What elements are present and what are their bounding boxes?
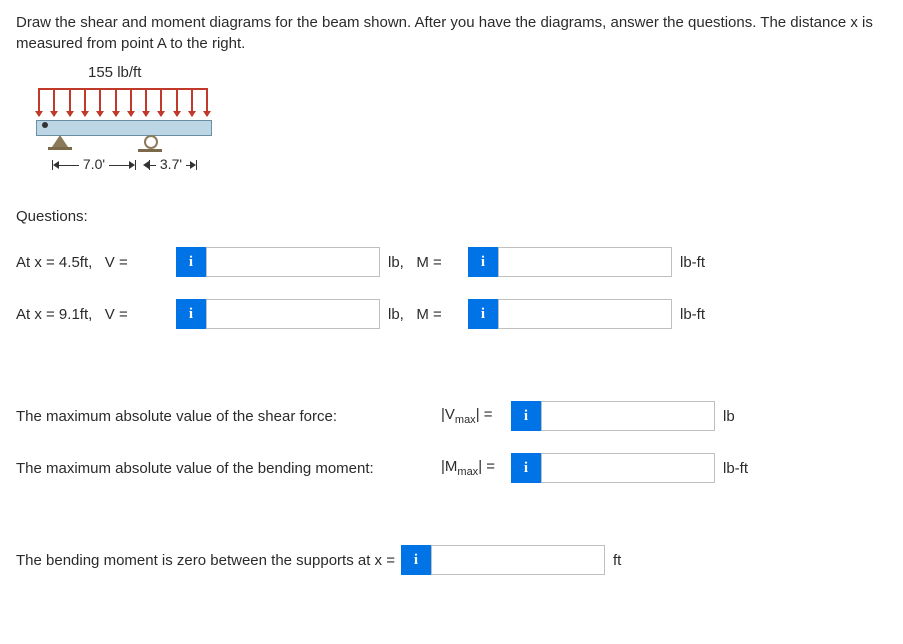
vmax-label: The maximum absolute value of the shear … <box>16 408 441 425</box>
info-icon[interactable]: i <box>401 545 431 575</box>
row2-m-input-group: i <box>468 299 672 329</box>
vmax-symbol: |Vmax| = <box>441 406 511 426</box>
zero-moment-input[interactable] <box>431 545 605 575</box>
row2-m-input[interactable] <box>498 299 672 329</box>
zero-moment-input-group: i <box>401 545 605 575</box>
dimension-span-2: 3.7' <box>143 156 197 172</box>
problem-statement: Draw the shear and moment diagrams for t… <box>16 12 887 54</box>
beam-diagram: 155 lb/ft 7.0' 3.7' <box>28 68 238 188</box>
row2-unit-end: lb-ft <box>672 306 705 323</box>
info-icon[interactable]: i <box>511 453 541 483</box>
zero-moment-label: The bending moment is zero between the s… <box>16 552 401 569</box>
zero-moment-row: The bending moment is zero between the s… <box>16 545 887 575</box>
question-row-2: At x = 9.1ft, V = i lb, M = i lb-ft <box>16 299 887 329</box>
row1-unit-mid: lb, M = <box>380 254 468 271</box>
vmax-input[interactable] <box>541 401 715 431</box>
row1-unit-end: lb-ft <box>672 254 705 271</box>
row1-prefix: At x = 4.5ft, V = <box>16 254 176 271</box>
mmax-unit: lb-ft <box>715 460 748 477</box>
mmax-row: The maximum absolute value of the bendin… <box>16 453 887 483</box>
point-a-marker <box>42 122 48 128</box>
info-icon[interactable]: i <box>176 247 206 277</box>
row1-m-input-group: i <box>468 247 672 277</box>
row1-m-input[interactable] <box>498 247 672 277</box>
row2-v-input-group: i <box>176 299 380 329</box>
roller-support <box>144 135 158 149</box>
row2-prefix: At x = 9.1ft, V = <box>16 306 176 323</box>
zero-moment-unit: ft <box>605 552 621 569</box>
questions-heading: Questions: <box>16 208 887 225</box>
pin-support <box>52 135 68 147</box>
mmax-input-group: i <box>511 453 715 483</box>
beam-body <box>36 120 212 136</box>
info-icon[interactable]: i <box>468 247 498 277</box>
mmax-label: The maximum absolute value of the bendin… <box>16 460 441 477</box>
distributed-load-label: 155 lb/ft <box>88 64 141 81</box>
mmax-input[interactable] <box>541 453 715 483</box>
info-icon[interactable]: i <box>176 299 206 329</box>
vmax-row: The maximum absolute value of the shear … <box>16 401 887 431</box>
vmax-unit: lb <box>715 408 735 425</box>
info-icon[interactable]: i <box>468 299 498 329</box>
question-row-1: At x = 4.5ft, V = i lb, M = i lb-ft <box>16 247 887 277</box>
vmax-input-group: i <box>511 401 715 431</box>
row1-v-input-group: i <box>176 247 380 277</box>
row2-v-input[interactable] <box>206 299 380 329</box>
info-icon[interactable]: i <box>511 401 541 431</box>
row2-unit-mid: lb, M = <box>380 306 468 323</box>
dimension-span-1: 7.0' <box>52 156 136 172</box>
mmax-symbol: |Mmax| = <box>441 458 511 478</box>
row1-v-input[interactable] <box>206 247 380 277</box>
